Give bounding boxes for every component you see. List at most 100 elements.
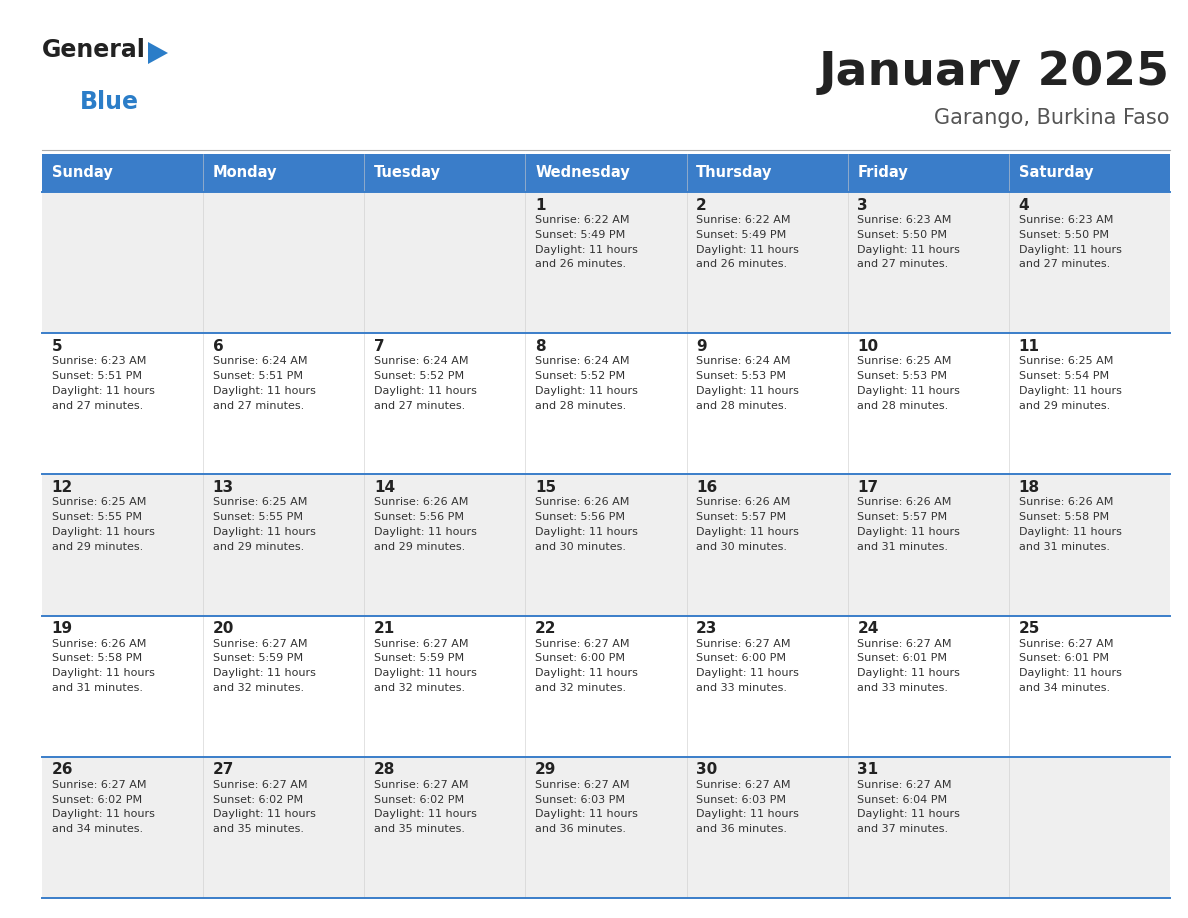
Text: Sunset: 6:00 PM: Sunset: 6:00 PM <box>535 654 625 664</box>
Text: Daylight: 11 hours: Daylight: 11 hours <box>374 386 476 396</box>
Text: and 30 minutes.: and 30 minutes. <box>696 542 788 552</box>
Text: Sunrise: 6:24 AM: Sunrise: 6:24 AM <box>374 356 468 366</box>
Text: and 32 minutes.: and 32 minutes. <box>535 683 626 693</box>
Text: Sunset: 5:52 PM: Sunset: 5:52 PM <box>374 371 465 381</box>
Text: and 27 minutes.: and 27 minutes. <box>1018 260 1110 269</box>
Text: 15: 15 <box>535 480 556 495</box>
Text: Daylight: 11 hours: Daylight: 11 hours <box>535 244 638 254</box>
Text: and 35 minutes.: and 35 minutes. <box>213 824 304 834</box>
Text: and 29 minutes.: and 29 minutes. <box>51 542 143 552</box>
Polygon shape <box>148 42 168 64</box>
Text: and 36 minutes.: and 36 minutes. <box>696 824 788 834</box>
Text: and 28 minutes.: and 28 minutes. <box>858 400 949 410</box>
Text: Daylight: 11 hours: Daylight: 11 hours <box>213 386 316 396</box>
Text: and 29 minutes.: and 29 minutes. <box>374 542 466 552</box>
Text: and 34 minutes.: and 34 minutes. <box>1018 683 1110 693</box>
Text: Daylight: 11 hours: Daylight: 11 hours <box>374 527 476 537</box>
Text: Daylight: 11 hours: Daylight: 11 hours <box>535 668 638 678</box>
Text: Sunrise: 6:27 AM: Sunrise: 6:27 AM <box>535 639 630 649</box>
Text: Daylight: 11 hours: Daylight: 11 hours <box>696 810 800 820</box>
Text: and 27 minutes.: and 27 minutes. <box>374 400 466 410</box>
Text: Sunrise: 6:27 AM: Sunrise: 6:27 AM <box>696 779 791 789</box>
Text: General: General <box>42 38 146 62</box>
Text: Sunset: 5:50 PM: Sunset: 5:50 PM <box>858 230 947 240</box>
Text: Sunset: 6:01 PM: Sunset: 6:01 PM <box>1018 654 1108 664</box>
Text: Daylight: 11 hours: Daylight: 11 hours <box>213 527 316 537</box>
Text: Sunset: 5:57 PM: Sunset: 5:57 PM <box>696 512 786 522</box>
Text: Daylight: 11 hours: Daylight: 11 hours <box>374 668 476 678</box>
Text: Sunset: 5:55 PM: Sunset: 5:55 PM <box>213 512 303 522</box>
Text: 29: 29 <box>535 762 556 778</box>
Bar <box>1009 154 1170 192</box>
Text: and 35 minutes.: and 35 minutes. <box>374 824 465 834</box>
Text: Sunrise: 6:23 AM: Sunrise: 6:23 AM <box>858 215 952 225</box>
Text: Daylight: 11 hours: Daylight: 11 hours <box>696 527 800 537</box>
Bar <box>203 154 365 192</box>
Text: 13: 13 <box>213 480 234 495</box>
Text: Sunrise: 6:26 AM: Sunrise: 6:26 AM <box>1018 498 1113 508</box>
Text: and 27 minutes.: and 27 minutes. <box>51 400 143 410</box>
Text: Sunrise: 6:26 AM: Sunrise: 6:26 AM <box>374 498 468 508</box>
Text: and 31 minutes.: and 31 minutes. <box>858 542 948 552</box>
Text: 22: 22 <box>535 621 557 636</box>
Text: 17: 17 <box>858 480 878 495</box>
Text: Sunrise: 6:23 AM: Sunrise: 6:23 AM <box>1018 215 1113 225</box>
Text: January 2025: January 2025 <box>819 50 1170 95</box>
Text: and 32 minutes.: and 32 minutes. <box>213 683 304 693</box>
Text: Sunrise: 6:24 AM: Sunrise: 6:24 AM <box>213 356 308 366</box>
Text: 16: 16 <box>696 480 718 495</box>
Text: and 33 minutes.: and 33 minutes. <box>858 683 948 693</box>
Text: Daylight: 11 hours: Daylight: 11 hours <box>858 810 960 820</box>
Text: Sunset: 5:56 PM: Sunset: 5:56 PM <box>374 512 465 522</box>
Text: Sunrise: 6:24 AM: Sunrise: 6:24 AM <box>535 356 630 366</box>
Text: Sunrise: 6:26 AM: Sunrise: 6:26 AM <box>535 498 630 508</box>
Text: 12: 12 <box>51 480 72 495</box>
Text: 6: 6 <box>213 339 223 353</box>
Text: Daylight: 11 hours: Daylight: 11 hours <box>696 244 800 254</box>
Text: and 37 minutes.: and 37 minutes. <box>858 824 948 834</box>
Text: 24: 24 <box>858 621 879 636</box>
Text: Sunset: 5:59 PM: Sunset: 5:59 PM <box>213 654 303 664</box>
Text: and 31 minutes.: and 31 minutes. <box>51 683 143 693</box>
Text: 10: 10 <box>858 339 878 353</box>
Text: and 33 minutes.: and 33 minutes. <box>696 683 788 693</box>
Text: 5: 5 <box>51 339 62 353</box>
Text: Daylight: 11 hours: Daylight: 11 hours <box>696 386 800 396</box>
Text: Sunrise: 6:25 AM: Sunrise: 6:25 AM <box>51 498 146 508</box>
Text: Daylight: 11 hours: Daylight: 11 hours <box>213 810 316 820</box>
Text: Tuesday: Tuesday <box>374 165 441 181</box>
Text: 23: 23 <box>696 621 718 636</box>
Text: Sunset: 6:03 PM: Sunset: 6:03 PM <box>696 795 786 804</box>
Text: 3: 3 <box>858 197 868 212</box>
Text: Sunrise: 6:25 AM: Sunrise: 6:25 AM <box>1018 356 1113 366</box>
Text: Sunrise: 6:24 AM: Sunrise: 6:24 AM <box>696 356 791 366</box>
Text: and 28 minutes.: and 28 minutes. <box>696 400 788 410</box>
Text: 4: 4 <box>1018 197 1029 212</box>
Text: Daylight: 11 hours: Daylight: 11 hours <box>1018 244 1121 254</box>
Bar <box>42 756 1170 898</box>
Text: and 32 minutes.: and 32 minutes. <box>374 683 465 693</box>
Text: Daylight: 11 hours: Daylight: 11 hours <box>535 386 638 396</box>
Text: and 27 minutes.: and 27 minutes. <box>858 260 949 269</box>
Text: 14: 14 <box>374 480 396 495</box>
Text: Daylight: 11 hours: Daylight: 11 hours <box>535 810 638 820</box>
Text: 30: 30 <box>696 762 718 778</box>
Text: Daylight: 11 hours: Daylight: 11 hours <box>51 527 154 537</box>
Text: Sunrise: 6:27 AM: Sunrise: 6:27 AM <box>374 639 468 649</box>
Text: and 34 minutes.: and 34 minutes. <box>51 824 143 834</box>
Text: Daylight: 11 hours: Daylight: 11 hours <box>1018 527 1121 537</box>
Bar <box>42 616 1170 756</box>
Text: Sunrise: 6:23 AM: Sunrise: 6:23 AM <box>51 356 146 366</box>
Text: 20: 20 <box>213 621 234 636</box>
Text: Sunrise: 6:22 AM: Sunrise: 6:22 AM <box>535 215 630 225</box>
Text: and 36 minutes.: and 36 minutes. <box>535 824 626 834</box>
Text: Sunrise: 6:25 AM: Sunrise: 6:25 AM <box>213 498 308 508</box>
Text: Sunrise: 6:27 AM: Sunrise: 6:27 AM <box>696 639 791 649</box>
Text: Thursday: Thursday <box>696 165 772 181</box>
Text: Garango, Burkina Faso: Garango, Burkina Faso <box>935 108 1170 128</box>
Text: 11: 11 <box>1018 339 1040 353</box>
Text: Sunset: 6:02 PM: Sunset: 6:02 PM <box>213 795 303 804</box>
Text: Friday: Friday <box>858 165 908 181</box>
Text: Sunday: Sunday <box>51 165 113 181</box>
Text: 25: 25 <box>1018 621 1040 636</box>
